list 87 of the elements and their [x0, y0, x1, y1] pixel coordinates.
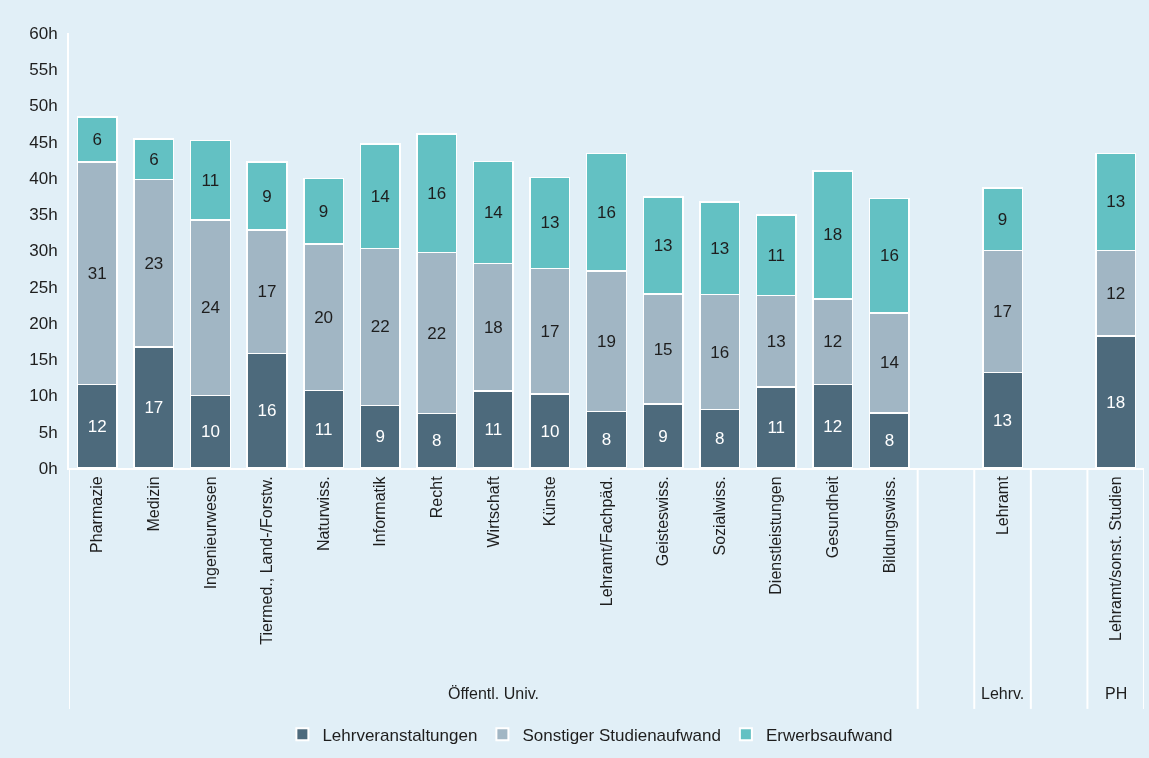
x-tick-label: Ingenieurwesen	[201, 476, 219, 590]
data-label: 13	[710, 238, 730, 258]
text: Lehrv.	[981, 685, 1025, 702]
x-tick-label: Bildungswiss.	[880, 476, 898, 574]
data-label: 13	[653, 235, 673, 255]
x-tick-label: Geisteswiss.	[654, 476, 672, 567]
x-tick-label: Gesundheit	[824, 475, 842, 559]
data-label: 16	[879, 246, 899, 266]
data-label: 8	[884, 430, 895, 450]
data-label: 16	[257, 401, 277, 421]
data-label: 17	[144, 397, 164, 417]
x-tick-label: Pharmazie	[88, 476, 106, 553]
x-tick-label: Informatik	[371, 475, 389, 547]
data-label: 8	[432, 431, 442, 451]
data-label: 24	[200, 298, 220, 318]
text: Öffentl. Univ.	[448, 685, 539, 702]
data-label: 8	[601, 430, 612, 450]
data-label: 9	[262, 186, 272, 206]
y-tick-label: 10h	[29, 386, 58, 406]
x-tick-label: Lehramt/sonst. Studien	[1106, 476, 1124, 641]
data-label: 23	[144, 253, 164, 273]
y-tick-label: 20h	[29, 313, 58, 333]
data-label: 17	[257, 282, 277, 302]
legend-label: Lehrveranstaltungen	[322, 725, 478, 745]
data-label: 9	[658, 426, 668, 446]
data-label: 10	[200, 422, 220, 442]
y-tick-label: 60h	[29, 23, 58, 43]
data-label: 13	[1106, 192, 1126, 212]
data-label: 6	[149, 149, 159, 169]
y-tick-label: 0h	[38, 458, 58, 478]
data-label: 14	[370, 186, 390, 206]
data-label: 22	[427, 323, 447, 343]
y-tick-label: 55h	[29, 60, 58, 80]
data-label: 17	[540, 321, 560, 341]
data-label: 16	[427, 183, 447, 203]
x-tick-label: Recht	[427, 475, 445, 519]
y-tick-label: 5h	[38, 422, 58, 442]
data-label: 16	[597, 202, 616, 222]
data-label: 16	[710, 342, 730, 362]
data-label: 8	[714, 429, 725, 449]
data-label: 18	[823, 225, 843, 245]
data-label: 18	[483, 317, 503, 337]
data-label: 12	[1106, 283, 1126, 303]
x-tick-label: Medizin	[145, 476, 163, 532]
x-tick-label: Sozialwiss.	[710, 476, 728, 556]
data-label: 14	[483, 202, 503, 222]
data-label: 11	[767, 245, 786, 265]
legend-label: Sonstiger Studienaufwand	[522, 725, 721, 745]
x-tick-label: Lehramt/Fachpäd.	[597, 476, 615, 607]
y-tick-label: 45h	[29, 132, 58, 152]
data-label: 10	[540, 421, 560, 441]
data-label: 12	[823, 332, 843, 352]
x-tick-label: Künste	[541, 476, 559, 527]
data-label: 9	[997, 209, 1008, 229]
data-label: 13	[766, 331, 786, 351]
data-label: 14	[879, 353, 899, 373]
x-tick-label: Dienstleistungen	[767, 476, 785, 595]
y-tick-label: 30h	[29, 241, 58, 261]
y-tick-label: 40h	[29, 168, 58, 188]
data-label: 20	[314, 307, 334, 327]
data-label: 15	[653, 339, 673, 359]
data-label: 11	[484, 420, 503, 440]
data-label: 11	[767, 417, 786, 437]
x-tick-label: Naturwiss.	[314, 476, 332, 552]
y-tick-label: 35h	[29, 205, 58, 225]
y-tick-label: 15h	[29, 350, 58, 370]
data-label: 12	[87, 416, 107, 436]
x-tick-label: Lehramt	[993, 475, 1011, 536]
data-label: 22	[370, 317, 390, 337]
data-label: 31	[87, 263, 107, 283]
data-label: 12	[823, 416, 843, 436]
x-tick-label: Tiermed., Land-/Forstw.	[258, 476, 276, 645]
y-tick-label: 50h	[29, 96, 58, 116]
data-label: 19	[597, 331, 616, 351]
data-label: 11	[314, 419, 333, 439]
legend-label: Erwerbsaufwand	[765, 725, 893, 745]
data-label: 9	[375, 427, 385, 447]
y-tick-label: 25h	[29, 277, 58, 297]
text: PH	[1105, 685, 1128, 702]
x-tick-label: Wirtschaft	[484, 475, 502, 548]
data-label: 6	[92, 130, 103, 150]
data-label: 9	[318, 201, 329, 221]
data-label: 17	[993, 301, 1013, 321]
data-label: 11	[201, 170, 220, 190]
data-label: 13	[993, 410, 1013, 430]
data-label: 18	[1106, 392, 1126, 412]
data-label: 13	[540, 213, 560, 233]
